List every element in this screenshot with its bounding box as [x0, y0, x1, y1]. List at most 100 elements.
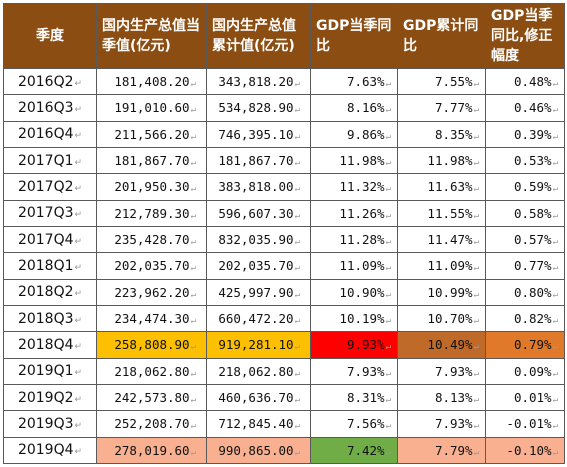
- cell-value: 2016Q2: [17, 73, 74, 90]
- paragraph-mark-icon: ↵: [385, 158, 391, 169]
- cell-value: 460,636.70: [218, 390, 294, 406]
- cell-value: 11.09%: [339, 258, 385, 274]
- paragraph-mark-icon: ↵: [552, 368, 558, 379]
- paragraph-mark-icon: ↵: [74, 104, 83, 115]
- cell-value: 258,808.90: [114, 337, 190, 353]
- cell-value: 218,062.80: [218, 363, 294, 379]
- cell-value: 8.13%: [434, 390, 473, 406]
- paragraph-mark-icon: ↵: [385, 79, 391, 90]
- paragraph-mark-icon: ↵: [385, 342, 391, 353]
- revision-cell: 0.39%↵: [485, 120, 565, 148]
- paragraph-mark-icon: ↵: [190, 395, 196, 406]
- table-row: 2016Q2↵ 181,408.20↵ 343,818.20↵ 7.63%↵ 7.55%…: [3, 67, 565, 96]
- paragraph-mark-icon: ↵: [74, 183, 83, 194]
- paragraph-mark-icon: ↵: [190, 105, 196, 116]
- header-gdp-quarterly-yoy: GDP当季同比: [310, 3, 398, 69]
- cumulative-yoy-cell: 7.79%↵: [397, 436, 486, 465]
- paragraph-mark-icon: ↵: [552, 342, 558, 353]
- paragraph-mark-icon: ↵: [385, 184, 391, 195]
- table-row: 2018Q4↵ 258,808.90↵ 919,281.10↵ 9.93%↵ 10.49…: [3, 331, 565, 359]
- cell-value: 181,867.70: [218, 153, 294, 169]
- quarterly-value-cell: 223,962.20↵: [96, 278, 207, 306]
- paragraph-mark-icon: ↵: [74, 341, 83, 352]
- cell-value: 2019Q4: [17, 442, 74, 459]
- quarter-cell: 2018Q1↵: [3, 252, 97, 280]
- cell-value: 223,962.20: [114, 284, 190, 300]
- header-gdp-revision: GDP当季同比,修正幅度: [485, 3, 565, 69]
- paragraph-mark-icon: ↵: [190, 342, 196, 353]
- cell-value: 8.16%: [346, 100, 385, 116]
- table-row: 2018Q3↵ 234,474.30↵ 660,472.20↵ 10.19%↵ 10.7…: [3, 304, 565, 333]
- paragraph-mark-icon: ↵: [473, 263, 479, 274]
- paragraph-mark-icon: ↵: [294, 342, 300, 353]
- table-row: 2016Q4↵ 211,566.20↵ 746,395.10↵ 9.86%↵ 8.35%…: [3, 120, 565, 148]
- paragraph-mark-icon: ↵: [190, 421, 196, 432]
- paragraph-mark-icon: ↵: [74, 420, 83, 431]
- cell-value: 212,789.30: [114, 205, 190, 221]
- quarterly-yoy-cell: 7.56%↵: [310, 410, 398, 438]
- cumulative-yoy-cell: 11.09%↵: [397, 252, 486, 280]
- cell-value: 9.93%: [346, 337, 385, 353]
- cell-value: 191,010.60: [114, 100, 190, 116]
- paragraph-mark-icon: ↵: [294, 158, 300, 169]
- quarterly-value-cell: 235,428.70↵: [96, 225, 207, 254]
- cell-value: 7.56%: [346, 416, 385, 432]
- cell-value: 383,818.00: [218, 179, 294, 195]
- paragraph-mark-icon: ↵: [473, 316, 479, 327]
- cumulative-yoy-cell: 7.55%↵: [397, 67, 486, 96]
- paragraph-mark-icon: ↵: [74, 131, 83, 142]
- paragraph-mark-icon: ↵: [473, 447, 479, 458]
- cumulative-value-cell: 919,281.10↵: [206, 331, 311, 359]
- cell-value: 2018Q1: [17, 257, 74, 274]
- revision-cell: 0.57%↵: [485, 225, 565, 254]
- paragraph-mark-icon: ↵: [385, 447, 391, 458]
- cell-value: 252,208.70: [114, 416, 190, 432]
- cumulative-value-cell: 383,818.00↵: [206, 173, 311, 201]
- paragraph-mark-icon: ↵: [385, 368, 391, 379]
- cell-value: 832,035.90: [218, 232, 294, 248]
- cell-value: 425,997.90: [218, 284, 294, 300]
- cell-value: 0.39%: [513, 126, 552, 142]
- paragraph-mark-icon: ↵: [74, 78, 83, 89]
- cell-value: 8.31%: [346, 390, 385, 406]
- paragraph-mark-icon: ↵: [190, 79, 196, 90]
- quarter-cell: 2016Q2↵: [3, 67, 97, 96]
- cumulative-yoy-cell: 7.93%↵: [397, 357, 486, 385]
- cell-value: 0.59%: [513, 179, 552, 195]
- table-row: 2017Q4↵ 235,428.70↵ 832,035.90↵ 11.28%↵ 11.4…: [3, 225, 565, 254]
- paragraph-mark-icon: ↵: [190, 158, 196, 169]
- table-row: 2017Q3↵ 212,789.30↵ 596,607.30↵ 11.26%↵ 11.5…: [3, 199, 565, 227]
- paragraph-mark-icon: ↵: [552, 421, 558, 432]
- cell-value: 534,828.90: [218, 100, 294, 116]
- cell-value: 11.55%: [427, 205, 473, 221]
- paragraph-mark-icon: ↵: [74, 315, 83, 326]
- paragraph-mark-icon: ↵: [473, 210, 479, 221]
- revision-cell: 0.48%↵: [485, 67, 565, 96]
- paragraph-mark-icon: ↵: [294, 316, 300, 327]
- cumulative-yoy-cell: 7.77%↵: [397, 94, 486, 122]
- cell-value: 8.35%: [434, 126, 473, 142]
- paragraph-mark-icon: ↵: [294, 79, 300, 90]
- paragraph-mark-icon: ↵: [190, 368, 196, 379]
- quarter-cell: 2016Q3↵: [3, 94, 97, 122]
- paragraph-mark-icon: ↵: [294, 210, 300, 221]
- quarterly-value-cell: 181,867.70↵: [96, 146, 207, 175]
- table-header: 季度 国内生产总值当季值(亿元) 国内生产总值累计值(亿元) GDP当季同比 G…: [3, 3, 565, 69]
- cell-value: 10.70%: [427, 311, 473, 327]
- cell-value: 2019Q2: [17, 389, 74, 406]
- cell-value: 11.26%: [339, 205, 385, 221]
- paragraph-mark-icon: ↵: [385, 237, 391, 248]
- table-row: 2018Q2↵ 223,962.20↵ 425,997.90↵ 10.90%↵ 10.9…: [3, 278, 565, 306]
- paragraph-mark-icon: ↵: [385, 131, 391, 142]
- cumulative-value-cell: 218,062.80↵: [206, 357, 311, 385]
- cell-value: 11.32%: [339, 179, 385, 195]
- cumulative-yoy-cell: 10.49%↵: [397, 331, 486, 359]
- paragraph-mark-icon: ↵: [74, 447, 83, 458]
- paragraph-mark-icon: ↵: [473, 421, 479, 432]
- cell-value: 712,845.40: [218, 416, 294, 432]
- cell-value: 202,035.70: [114, 258, 190, 274]
- header-gdp-quarterly-value: 国内生产总值当季值(亿元): [96, 3, 207, 69]
- cell-value: 11.98%: [427, 153, 473, 169]
- paragraph-mark-icon: ↵: [190, 184, 196, 195]
- quarter-cell: 2018Q2↵: [3, 278, 97, 306]
